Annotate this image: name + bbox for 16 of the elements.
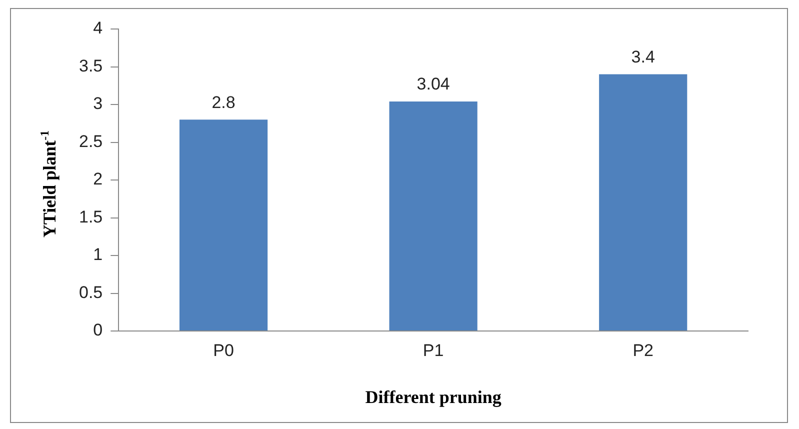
x-tick-label: P2 xyxy=(632,340,654,360)
y-tick-label: 1.5 xyxy=(78,207,103,226)
x-axis-title: Different pruning xyxy=(365,386,502,407)
x-tick-label: P0 xyxy=(213,340,234,360)
x-tick-label: P1 xyxy=(422,340,444,360)
y-tick-label: 0.5 xyxy=(78,282,103,302)
data-label: 2.8 xyxy=(212,92,236,112)
y-tick-label: 3.5 xyxy=(78,56,103,76)
y-tick-label: 2.5 xyxy=(78,132,103,151)
data-label: 3.04 xyxy=(416,74,450,94)
data-label: 3.4 xyxy=(631,47,655,66)
y-tick-label: 3 xyxy=(93,94,103,114)
y-tick-label: 4 xyxy=(93,18,103,38)
y-tick-label: 2 xyxy=(93,170,103,189)
y-tick-label: 1 xyxy=(93,245,103,264)
y-tick-label: 0 xyxy=(93,320,103,340)
